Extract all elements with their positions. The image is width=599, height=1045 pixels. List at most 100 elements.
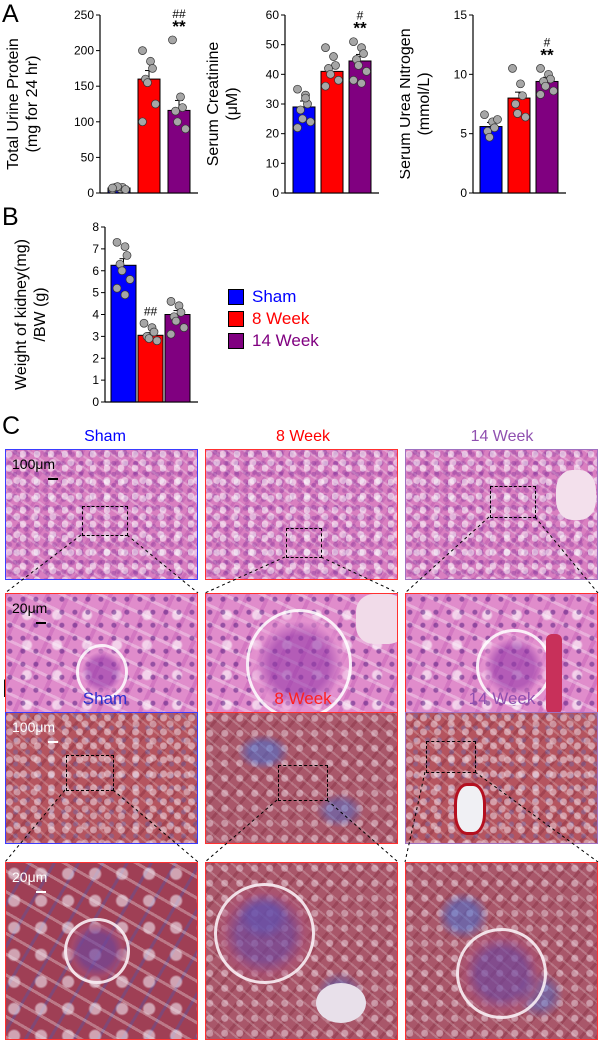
data-point-sham: [125, 275, 135, 284]
y-axis-label-line1: Weight of kidney(mg): [13, 239, 30, 390]
significance-hash: ##: [172, 7, 186, 21]
serum-creatinine-chart: 0 10 20 30 40 50 60 Serum Creatinine (μM) **#: [205, 8, 379, 200]
data-point-14-week: [359, 49, 368, 58]
data-point-14-week: [176, 307, 186, 317]
data-point-sham: [296, 105, 305, 115]
data-point-8-week: [516, 79, 525, 89]
legend-item-sham: Sham: [228, 286, 319, 308]
data-point-8-week: [334, 75, 343, 85]
data-point-8-week: [329, 52, 338, 61]
y-axis-label-line1: Total Urine Protein: [5, 38, 22, 170]
data-point-8-week: [321, 43, 330, 52]
y-axis-label-line1: Serum Creatinine: [205, 42, 222, 167]
panel-letter-c: C: [2, 412, 21, 440]
tri-sham-low-image: 100μm: [5, 712, 198, 844]
data-point-14-week: [536, 90, 545, 99]
scale-bar: [48, 478, 58, 480]
data-point-sham: [493, 115, 502, 124]
data-point-sham: [121, 185, 130, 194]
data-point-sham: [112, 283, 122, 293]
significance-hash: #: [357, 9, 364, 23]
significance-hash: ##: [144, 304, 158, 318]
y-tick-label: 50: [266, 38, 280, 52]
y-tick-label: 60: [266, 8, 280, 22]
y-tick-label: 0: [460, 186, 467, 200]
data-point-sham: [485, 132, 494, 142]
data-point-14-week: [357, 78, 366, 88]
data-point-14-week: [166, 329, 176, 339]
legend-item-14-week: 14 Week: [228, 330, 319, 352]
vessel-lumen: [454, 783, 486, 835]
y-tick-label: 30: [266, 97, 280, 111]
legend-swatch-8-week: [228, 311, 244, 327]
scale-label-20um: 20μm: [12, 600, 48, 616]
urine-protein-chart: 0 50 100 150 200 250 Total Urine Protein (mg fo…: [5, 7, 198, 200]
data-point-14-week: [549, 86, 558, 96]
tubule-lumen: [316, 983, 366, 1023]
data-point-sham: [293, 123, 302, 133]
scale-label-20um: 20μm: [12, 869, 48, 885]
y-tick-label: 150: [74, 79, 94, 93]
data-point-8-week: [513, 109, 522, 118]
data-point-sham: [108, 183, 117, 193]
legend-label-sham: Sham: [252, 287, 297, 306]
data-point-14-week: [178, 103, 187, 112]
data-point-sham: [298, 114, 307, 124]
data-point-8-week: [138, 46, 147, 55]
y-axis-label-line1: Serum Urea Nitrogen: [400, 28, 414, 179]
y-tick-label: 250: [74, 8, 94, 22]
he-zoom-guides: [4, 516, 599, 594]
legend: Sham 8 Week 14 Week: [228, 286, 319, 352]
y-tick-label: 2: [92, 351, 99, 365]
significance-hash: #: [544, 35, 551, 49]
data-point-14-week: [536, 64, 545, 73]
he-14-week-high-image: [405, 593, 598, 730]
tri-title-sham: Sham: [82, 689, 128, 708]
data-point-14-week: [171, 316, 181, 326]
data-point-sham: [293, 84, 302, 94]
data-point-14-week: [349, 75, 358, 85]
y-tick-label: 0: [92, 395, 99, 409]
glomerulus: [76, 644, 128, 700]
data-point-14-week: [171, 106, 180, 116]
data-point-sham: [120, 290, 130, 300]
data-point-8-week: [151, 99, 160, 109]
tri-sham-high-image: 20μm: [5, 862, 198, 1040]
scale-bar: [36, 891, 46, 893]
serum-urea-nitrogen-chart: 0 5 10 15 Serum Urea Nitrogen(mmol/L) **#: [400, 8, 566, 200]
bar-8-week: [137, 334, 164, 403]
data-point-8-week: [152, 336, 162, 346]
glomerulus: [64, 918, 130, 984]
data-point-8-week: [511, 99, 520, 109]
data-point-8-week: [149, 327, 159, 337]
vessel-lumen: [556, 470, 596, 520]
data-point-8-week: [521, 112, 530, 122]
he-title-sham: Sham: [84, 428, 126, 445]
y-tick-label: 50: [81, 150, 95, 164]
he-8-week-high-image: [205, 593, 398, 730]
data-point-14-week: [166, 297, 176, 306]
y-tick-label: 40: [266, 67, 280, 81]
scale-bar: [48, 741, 58, 743]
glomerulus: [456, 928, 547, 1019]
data-point-14-week: [362, 67, 371, 76]
tri-title-14-week: 14 Week: [468, 689, 536, 708]
glomerulus: [214, 883, 315, 984]
zoom-region-box: [426, 741, 476, 773]
data-point-sham: [480, 110, 489, 120]
data-point-14-week: [354, 61, 363, 70]
tri-zoom-guides: [4, 771, 599, 863]
he-title-8-week: 8 Week: [276, 428, 330, 445]
glomerulus: [476, 629, 552, 705]
zoom-region-box: [286, 528, 322, 558]
scale-bar: [36, 622, 46, 624]
legend-swatch-sham: [228, 289, 244, 305]
scale-label-100um: 100μm: [12, 719, 56, 735]
data-point-14-week: [349, 37, 358, 47]
zoom-region-box: [82, 506, 128, 536]
data-point-14-week: [173, 117, 182, 127]
tri-14-week-high-image: [405, 862, 598, 1040]
data-point-8-week: [146, 56, 155, 66]
kidney-weight-chart: 0 1 2 3 4 5 6 7 8 Weight of kidney(mg)/BW (g) ##: [13, 220, 198, 409]
zoom-region-box: [66, 755, 114, 791]
